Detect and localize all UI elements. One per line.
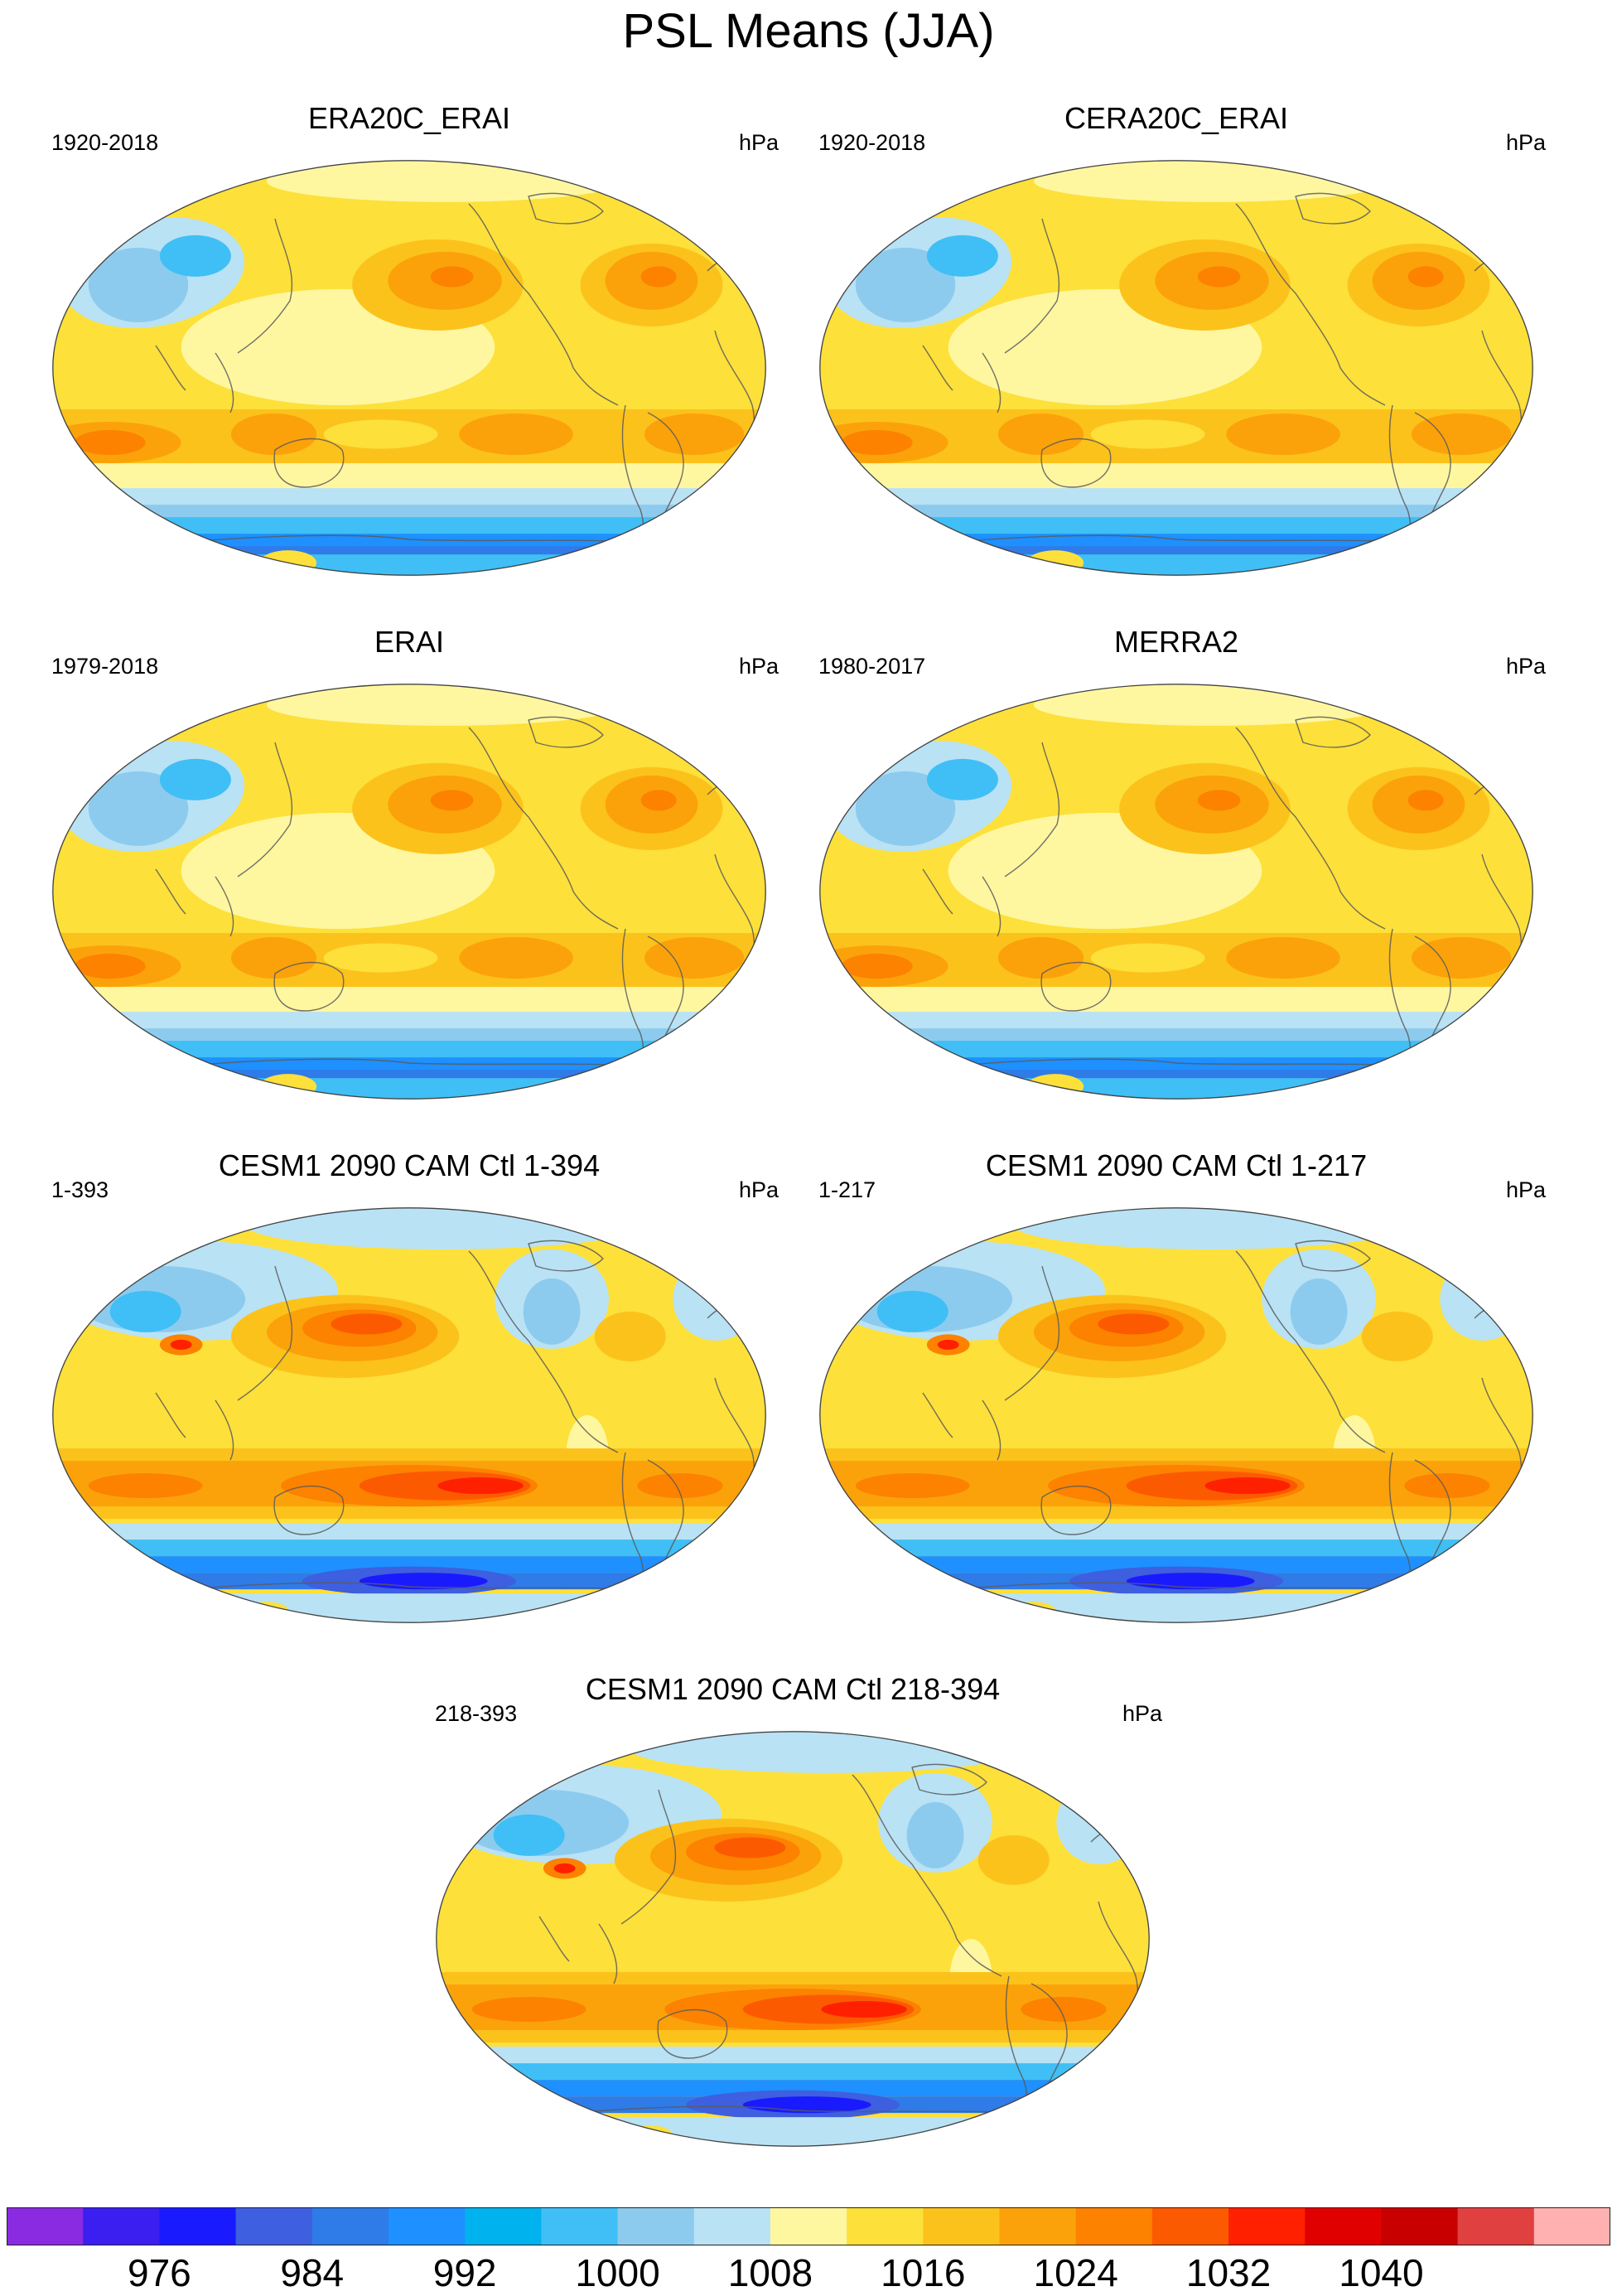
- colorbar: [7, 2207, 1610, 2245]
- colorbar-swatch: [7, 2207, 84, 2245]
- figure-title: PSL Means (JJA): [622, 4, 995, 58]
- colorbar-label: 976: [128, 2251, 191, 2294]
- panel-title: CESM1 2090 CAM Ctl 218-394: [585, 1672, 1001, 1706]
- colorbar-swatch: [388, 2207, 466, 2245]
- panel-units: hPa: [1505, 1177, 1546, 1202]
- panel-units: hPa: [1505, 130, 1546, 155]
- panel-period: 1980-2017: [818, 654, 926, 679]
- colorbar-swatch: [999, 2207, 1077, 2245]
- panel-period: 1920-2018: [51, 130, 159, 155]
- colorbar-swatch: [1151, 2207, 1229, 2245]
- panel-title: CESM1 2090 CAM Ctl 1-394: [218, 1148, 601, 1182]
- psl-map: [819, 684, 1533, 1100]
- panel-title: ERAI: [374, 625, 445, 659]
- map-panel-erai: ERAI 1979-2018 hPa: [12, 621, 807, 1119]
- colorbar-swatch: [770, 2207, 847, 2245]
- psl-map: [52, 684, 766, 1100]
- panel-units: hPa: [738, 130, 779, 155]
- colorbar-swatch: [235, 2207, 313, 2245]
- colorbar-swatch: [465, 2207, 542, 2245]
- colorbar-swatch: [1381, 2207, 1459, 2245]
- panel-title: MERRA2: [1113, 625, 1239, 659]
- colorbar-labels: 976 984 992 1000 1008 1016 1024 1032 1040: [0, 2250, 1617, 2296]
- panel-units: hPa: [738, 1177, 779, 1202]
- colorbar-swatch: [83, 2207, 160, 2245]
- map-panel-merra2: MERRA2 1980-2017 hPa: [779, 621, 1574, 1119]
- panel-title: CESM1 2090 CAM Ctl 1-217: [985, 1148, 1368, 1182]
- colorbar-swatch: [1533, 2207, 1610, 2245]
- map-panel-cesm1-218-394: CESM1 2090 CAM Ctl 218-394 218-393 hPa: [395, 1669, 1190, 2166]
- colorbar-swatch: [1305, 2207, 1383, 2245]
- panel-title: CERA20C_ERAI: [1064, 101, 1289, 135]
- colorbar-swatch: [1075, 2207, 1153, 2245]
- colorbar-swatch: [923, 2207, 1001, 2245]
- panel-units: hPa: [1505, 654, 1546, 679]
- psl-map: [819, 160, 1533, 576]
- colorbar-swatch: [159, 2207, 237, 2245]
- colorbar-label: 1032: [1185, 2251, 1272, 2294]
- psl-map: [52, 1207, 766, 1623]
- map-panel-era20c-erai: ERA20C_ERAI 1920-2018 hPa: [12, 98, 807, 595]
- colorbar-swatch: [541, 2207, 619, 2245]
- colorbar-label: 1040: [1339, 2251, 1424, 2294]
- colorbar-label: 1000: [575, 2251, 660, 2294]
- map-panel-cesm1-1-394: CESM1 2090 CAM Ctl 1-394 1-393 hPa: [12, 1145, 807, 1642]
- panel-units: hPa: [1122, 1701, 1162, 1726]
- panel-period: 218-393: [435, 1701, 518, 1726]
- colorbar-swatch: [693, 2207, 771, 2245]
- panel-period: 1979-2018: [51, 654, 159, 679]
- panel-period: 1-217: [818, 1177, 876, 1202]
- psl-map: [436, 1731, 1150, 2147]
- colorbar-label: 992: [432, 2251, 497, 2294]
- panel-period: 1-393: [51, 1177, 109, 1202]
- colorbar-swatch: [847, 2207, 924, 2245]
- colorbar-label: 1024: [1033, 2251, 1118, 2294]
- colorbar-swatch: [311, 2207, 389, 2245]
- psl-map: [819, 1207, 1533, 1623]
- panel-units: hPa: [738, 654, 779, 679]
- colorbar-swatch: [1228, 2207, 1306, 2245]
- map-panel-cera20c-erai: CERA20C_ERAI 1920-2018 hPa: [779, 98, 1574, 595]
- panel-period: 1920-2018: [818, 130, 926, 155]
- map-panel-cesm1-1-217: CESM1 2090 CAM Ctl 1-217 1-217 hPa: [779, 1145, 1574, 1642]
- colorbar-swatch: [617, 2207, 695, 2245]
- colorbar-label: 1008: [727, 2251, 813, 2294]
- psl-map: [52, 160, 766, 576]
- panel-title: ERA20C_ERAI: [307, 101, 511, 135]
- colorbar-label: 984: [280, 2251, 345, 2294]
- colorbar-label: 1016: [881, 2251, 966, 2294]
- colorbar-swatch: [1457, 2207, 1535, 2245]
